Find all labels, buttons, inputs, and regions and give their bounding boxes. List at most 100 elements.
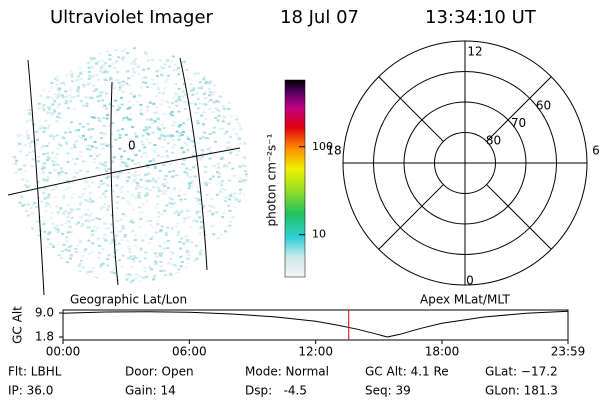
speckle [121,50,125,52]
speckle [35,206,39,208]
speckle [144,194,148,197]
speckle [100,137,104,140]
geo-grid [7,57,241,296]
speckle [24,184,28,187]
speckle [167,186,170,189]
speckle [195,220,199,223]
speckle [82,160,86,163]
speckle [59,167,63,170]
speckle [217,101,221,104]
speckle [171,252,175,255]
speckle [46,196,50,199]
speckle [144,131,148,134]
speckle [54,156,58,159]
speckle [161,192,165,195]
speckle [86,271,90,273]
speckle [192,89,196,91]
speckle [57,89,61,92]
speckle [105,50,109,53]
speckle [136,161,140,164]
speckle [138,280,142,283]
speckle [102,124,106,127]
speckle [110,223,114,226]
speckle [170,227,174,230]
speckle [177,98,181,101]
speckle [235,118,239,121]
speckle [106,175,110,178]
speckle [79,151,82,153]
speckle [93,161,97,164]
speckle [51,222,55,225]
speckle [65,95,68,98]
speckle [157,187,161,190]
speckle [100,91,104,94]
speckle [229,195,233,197]
speckle [191,93,195,96]
speckle [90,116,94,119]
speckle [190,102,194,104]
speckle [170,198,174,201]
speckle [108,58,112,61]
speckle [245,175,248,177]
speckle [208,133,212,135]
speckle [113,256,117,258]
speckle [146,164,149,167]
speckle [79,78,83,81]
speckle [97,244,101,247]
speckle [36,160,40,163]
speckle [176,233,180,236]
speckle [64,248,68,251]
speckle [86,170,90,173]
speckle [209,178,212,180]
speckle [174,92,177,95]
speckle [188,184,191,187]
speckle [138,275,142,278]
speckle [92,116,96,119]
speckle [168,201,172,204]
speckle [213,91,217,94]
speckle [151,186,155,189]
speckle [67,246,71,248]
speckle [170,202,174,205]
speckle [156,195,160,198]
speckle [76,88,80,91]
speckle [202,78,206,81]
x-tick-label: 12:00 [298,345,333,359]
speckle [101,147,105,150]
speckle [222,115,226,118]
speckle [41,126,45,129]
speckle [160,134,164,137]
speckle [29,118,33,121]
speckle [165,150,169,153]
speckle [186,257,190,260]
speckle [104,107,108,110]
speckle [126,239,130,242]
speckle [166,156,170,159]
speckle [31,150,35,153]
speckle [113,243,117,246]
speckle [51,244,55,247]
speckle [161,146,165,148]
speckle [160,155,164,158]
speckle [57,171,61,174]
speckle [238,142,242,145]
speckle [100,99,104,102]
speckle [47,124,51,127]
speckle [161,92,165,95]
speckle [177,125,181,128]
speckle [60,257,64,260]
speckle [171,175,175,178]
speckle [50,152,54,155]
speckle [142,147,146,150]
speckle [126,180,129,183]
polar-mlt-label: 12 [467,45,482,59]
speckle [209,146,213,149]
speckle [113,175,117,178]
speckle [68,225,72,228]
speckle [90,212,94,215]
speckle [163,63,167,66]
speckle [244,170,248,172]
speckle [154,166,157,168]
speckle [153,144,157,147]
speckle [160,212,164,215]
